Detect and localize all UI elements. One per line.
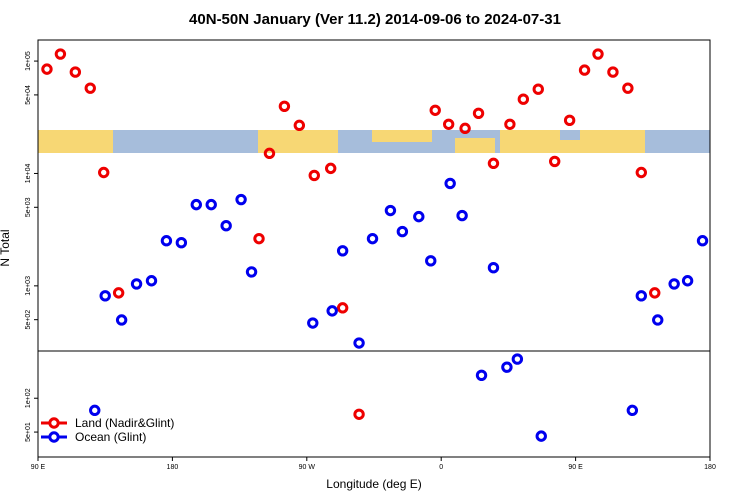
y-tick-label: 1e+04	[25, 164, 32, 184]
legend-marker	[48, 417, 60, 429]
point	[115, 314, 128, 326]
point	[235, 193, 247, 206]
x-tick-label: 0	[439, 464, 443, 471]
y-tick-label: 5e+04	[25, 85, 32, 105]
point	[130, 278, 143, 290]
point	[84, 82, 96, 94]
point	[145, 275, 158, 287]
point	[635, 166, 648, 179]
point	[353, 337, 365, 349]
map-strip	[38, 130, 710, 153]
point	[278, 100, 291, 112]
point	[517, 93, 530, 105]
point	[511, 353, 524, 365]
point	[622, 82, 634, 94]
point	[366, 232, 379, 245]
x-tick-label: 90 E	[568, 464, 583, 471]
legend-marker	[48, 431, 60, 443]
point	[353, 408, 365, 420]
point	[535, 430, 547, 442]
point	[487, 262, 500, 274]
point	[548, 155, 561, 168]
legend-label: Ocean (Glint)	[75, 430, 146, 444]
y-tick-label: 5e+02	[25, 310, 32, 330]
y-tick-label: 1e+02	[25, 388, 32, 408]
point	[293, 119, 306, 132]
point	[504, 118, 516, 130]
point	[501, 361, 513, 373]
point	[112, 287, 125, 299]
point	[384, 204, 397, 217]
point	[668, 278, 680, 290]
point	[563, 114, 576, 127]
point	[175, 237, 188, 249]
point	[336, 302, 349, 314]
point	[190, 198, 202, 211]
point	[456, 209, 468, 222]
point	[578, 64, 591, 76]
y-tick-label: 5e+03	[25, 197, 32, 217]
point	[696, 235, 709, 247]
point	[336, 245, 349, 257]
point	[220, 219, 232, 232]
point	[160, 235, 173, 247]
point	[425, 255, 437, 267]
point	[413, 210, 425, 223]
y-tick-label: 1e+03	[25, 276, 32, 296]
point	[626, 404, 639, 417]
point	[475, 369, 488, 381]
point	[89, 404, 101, 417]
point	[54, 48, 67, 60]
x-tick-label: 90 W	[299, 464, 316, 471]
y-tick-label: 1e+05	[25, 51, 32, 71]
point	[205, 198, 217, 211]
x-tick-label: 180	[167, 464, 179, 471]
point	[99, 290, 111, 302]
x-axis-label: Longitude (deg E)	[326, 477, 421, 491]
point	[245, 266, 258, 278]
point	[253, 232, 265, 245]
point	[308, 169, 320, 182]
point	[442, 118, 455, 130]
point	[487, 157, 500, 170]
point	[98, 166, 110, 179]
point	[635, 290, 648, 302]
point	[429, 104, 441, 116]
x-tick-label: 180	[704, 464, 716, 471]
point	[396, 225, 409, 238]
point	[69, 66, 82, 78]
point	[459, 122, 471, 135]
point	[649, 287, 661, 299]
point	[324, 162, 337, 175]
y-tick-label: 5e+01	[25, 422, 32, 442]
point	[326, 305, 338, 317]
y-axis-label: N Total	[0, 229, 12, 266]
point	[532, 83, 544, 95]
point	[472, 107, 485, 120]
point	[681, 275, 694, 287]
point	[444, 177, 456, 190]
point	[652, 314, 664, 326]
point	[263, 147, 276, 160]
point	[607, 66, 619, 78]
plot-frame	[37, 39, 711, 458]
point	[307, 317, 319, 329]
chart-title: 40N-50N January (Ver 11.2) 2014-09-06 to…	[189, 11, 561, 28]
point	[592, 48, 604, 60]
legend-label: Land (Nadir&Glint)	[75, 416, 174, 430]
x-tick-label: 90 E	[31, 464, 46, 471]
point	[41, 63, 53, 75]
